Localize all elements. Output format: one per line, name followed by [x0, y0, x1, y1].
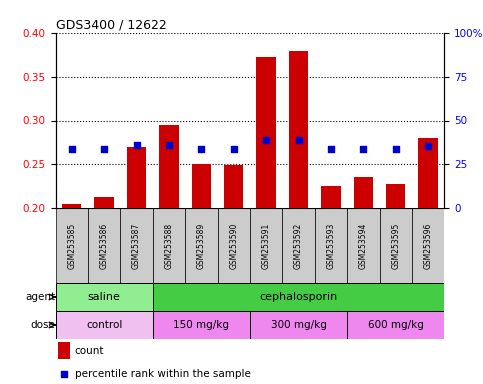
- Text: cephalosporin: cephalosporin: [259, 292, 338, 302]
- Bar: [412, 208, 444, 283]
- Point: [133, 142, 141, 148]
- Text: count: count: [75, 346, 104, 356]
- Bar: [224, 165, 243, 208]
- Bar: [120, 208, 153, 283]
- Bar: [88, 208, 120, 283]
- Point: [424, 143, 432, 149]
- Bar: [153, 208, 185, 283]
- Bar: [283, 208, 315, 283]
- Bar: [354, 177, 373, 208]
- Bar: [386, 184, 405, 208]
- Bar: [153, 311, 250, 339]
- Text: GSM253586: GSM253586: [99, 222, 109, 269]
- Bar: [56, 283, 153, 311]
- Text: GSM253592: GSM253592: [294, 222, 303, 269]
- Bar: [95, 197, 114, 208]
- Text: control: control: [86, 320, 122, 330]
- Bar: [380, 208, 412, 283]
- Bar: [250, 311, 347, 339]
- Text: agent: agent: [26, 292, 56, 302]
- Point: [262, 137, 270, 143]
- Text: saline: saline: [88, 292, 121, 302]
- Text: GSM253590: GSM253590: [229, 222, 238, 269]
- Text: GDS3400 / 12622: GDS3400 / 12622: [56, 19, 166, 32]
- Bar: [56, 311, 153, 339]
- Point: [198, 146, 205, 152]
- Point: [60, 371, 68, 377]
- Text: GSM253594: GSM253594: [359, 222, 368, 269]
- Bar: [56, 208, 88, 283]
- Text: GSM253588: GSM253588: [164, 222, 173, 268]
- Bar: [185, 208, 217, 283]
- Point: [100, 146, 108, 152]
- Point: [295, 137, 302, 143]
- Text: GSM253589: GSM253589: [197, 222, 206, 269]
- Text: dose: dose: [30, 320, 56, 330]
- Bar: [289, 51, 308, 208]
- Text: GSM253587: GSM253587: [132, 222, 141, 269]
- Text: percentile rank within the sample: percentile rank within the sample: [75, 369, 251, 379]
- Text: GSM253595: GSM253595: [391, 222, 400, 269]
- Point: [68, 146, 76, 152]
- Point: [230, 146, 238, 152]
- Bar: [418, 138, 438, 208]
- Point: [165, 142, 173, 148]
- Point: [359, 146, 367, 152]
- Bar: [159, 125, 179, 208]
- Bar: [58, 342, 70, 359]
- Text: 600 mg/kg: 600 mg/kg: [368, 320, 424, 330]
- Bar: [217, 208, 250, 283]
- Text: GSM253593: GSM253593: [327, 222, 336, 269]
- Bar: [153, 283, 444, 311]
- Bar: [347, 208, 380, 283]
- Bar: [192, 164, 211, 208]
- Text: GSM253591: GSM253591: [262, 222, 270, 269]
- Point: [327, 146, 335, 152]
- Bar: [321, 186, 341, 208]
- Point: [392, 146, 399, 152]
- Bar: [250, 208, 283, 283]
- Text: GSM253585: GSM253585: [67, 222, 76, 269]
- Bar: [62, 204, 82, 208]
- Bar: [256, 56, 276, 208]
- Text: GSM253596: GSM253596: [424, 222, 433, 269]
- Text: 150 mg/kg: 150 mg/kg: [173, 320, 229, 330]
- Bar: [315, 208, 347, 283]
- Text: 300 mg/kg: 300 mg/kg: [270, 320, 327, 330]
- Bar: [347, 311, 444, 339]
- Bar: [127, 147, 146, 208]
